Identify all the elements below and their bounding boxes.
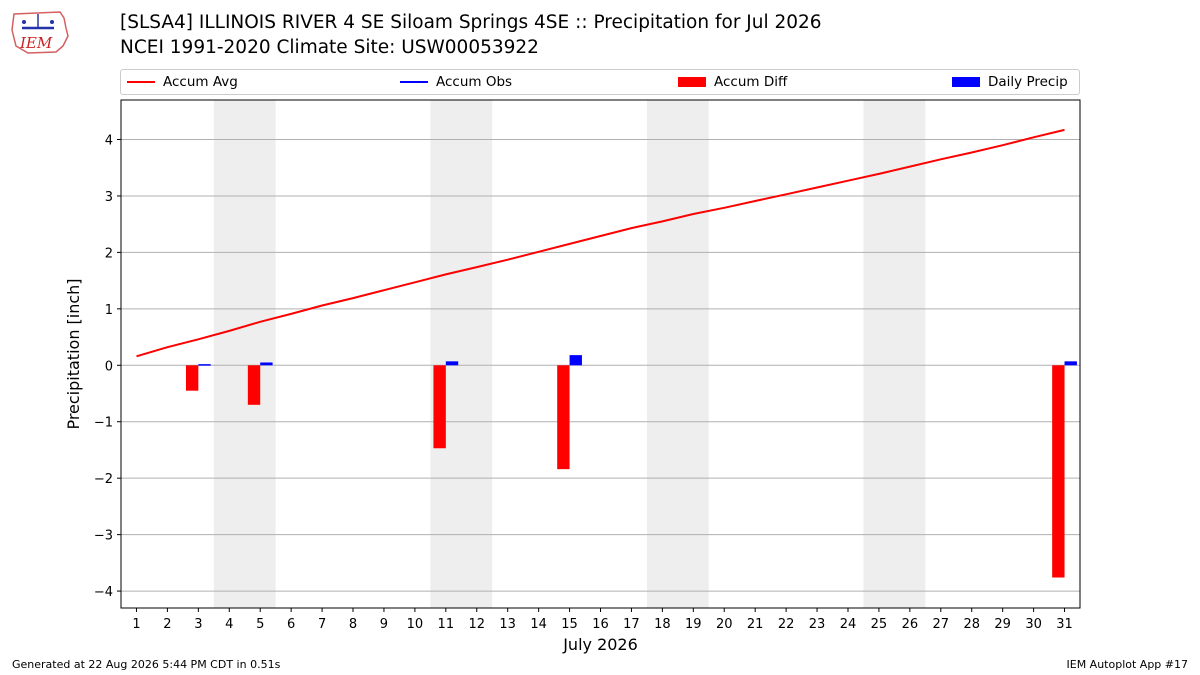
- app-label: IEM Autoplot App #17: [1066, 658, 1189, 671]
- weekend-shade: [430, 100, 493, 608]
- accum-diff-bar: [185, 365, 199, 391]
- accum-diff-swatch: [678, 77, 706, 87]
- x-tick-label: 8: [349, 617, 357, 632]
- y-tick-label: 0: [105, 359, 113, 374]
- legend-item-accum-avg: Accum Avg: [127, 73, 238, 91]
- daily-precip-bar: [1064, 361, 1077, 366]
- accum-diff-bar: [557, 365, 570, 470]
- x-tick-label: 4: [225, 617, 233, 632]
- x-tick-label: 20: [716, 617, 733, 632]
- x-tick-label: 1: [132, 617, 140, 632]
- iem-logo: IEM: [11, 11, 69, 54]
- x-tick-label: 15: [561, 617, 578, 632]
- x-axis-label: July 2026: [562, 635, 638, 654]
- logo-text: IEM: [19, 34, 53, 52]
- daily-precip-bar: [569, 355, 582, 366]
- accum-diff-bar: [1052, 365, 1065, 578]
- legend-item-daily-precip: Daily Precip: [952, 73, 1068, 91]
- y-tick-label: 3: [105, 190, 113, 205]
- x-tick-label: 11: [438, 617, 455, 632]
- weekend-shade: [863, 100, 926, 608]
- x-tick-label: 7: [318, 617, 326, 632]
- chart-title: [SLSA4] ILLINOIS RIVER 4 SE Siloam Sprin…: [120, 12, 822, 33]
- x-tick-label: 23: [809, 617, 826, 632]
- weekend-shade: [213, 100, 276, 608]
- daily-precip-swatch: [952, 77, 980, 87]
- legend-label-accum-obs: Accum Obs: [436, 74, 513, 90]
- accum-diff-bar: [247, 365, 261, 405]
- y-tick-label: 2: [105, 246, 113, 261]
- x-tick-label: 26: [902, 617, 919, 632]
- y-axis-label: Precipitation [inch]: [64, 278, 83, 429]
- x-tick-label: 13: [499, 617, 516, 632]
- y-tick-label: −2: [94, 472, 113, 487]
- legend: Accum Avg Accum Obs Accum Diff Daily Pre…: [120, 69, 1080, 95]
- y-tick-label: −4: [94, 585, 113, 600]
- legend-label-accum-avg: Accum Avg: [163, 74, 238, 90]
- daily-precip-bar: [260, 362, 273, 366]
- generated-timestamp: Generated at 22 Aug 2026 5:44 PM CDT in …: [12, 658, 281, 671]
- x-tick-label: 5: [256, 617, 264, 632]
- y-tick-label: −1: [94, 416, 113, 431]
- x-tick-label: 6: [287, 617, 295, 632]
- accum-obs-swatch: [400, 81, 428, 83]
- x-tick-label: 10: [407, 617, 424, 632]
- legend-label-accum-diff: Accum Diff: [714, 74, 788, 90]
- y-tick-label: 1: [105, 303, 113, 318]
- x-tick-label: 19: [685, 617, 702, 632]
- x-tick-label: 21: [747, 617, 764, 632]
- x-tick-label: 28: [963, 617, 980, 632]
- legend-item-accum-diff: Accum Diff: [678, 73, 787, 91]
- accum-diff-bar: [433, 365, 446, 449]
- x-tick-label: 22: [778, 617, 795, 632]
- plot-frame: [120, 99, 1081, 609]
- legend-item-accum-obs: Accum Obs: [400, 73, 512, 91]
- x-tick-label: 30: [1025, 617, 1042, 632]
- accum-avg-swatch: [127, 81, 155, 83]
- y-tick-label: 4: [105, 134, 113, 149]
- daily-precip-bar: [445, 361, 459, 366]
- accum-avg-line: [136, 128, 1065, 358]
- legend-label-daily-precip: Daily Precip: [988, 74, 1068, 90]
- x-tick-label: 17: [623, 617, 640, 632]
- x-tick-label: 3: [194, 617, 202, 632]
- x-tick-label: 18: [654, 617, 671, 632]
- daily-precip-bar: [198, 364, 211, 366]
- weekend-shade: [646, 100, 709, 608]
- chart-subtitle: NCEI 1991-2020 Climate Site: USW00053922: [120, 37, 539, 58]
- x-tick-label: 27: [933, 617, 950, 632]
- x-tick-label: 2: [163, 617, 171, 632]
- x-tick-label: 24: [840, 617, 857, 632]
- y-tick-label: −3: [94, 529, 113, 544]
- x-tick-label: 25: [871, 617, 888, 632]
- x-tick-label: 9: [380, 617, 388, 632]
- x-tick-label: 31: [1056, 617, 1073, 632]
- x-tick-label: 29: [994, 617, 1011, 632]
- x-tick-label: 16: [592, 617, 609, 632]
- x-tick-label: 14: [530, 617, 547, 632]
- x-tick-label: 12: [468, 617, 485, 632]
